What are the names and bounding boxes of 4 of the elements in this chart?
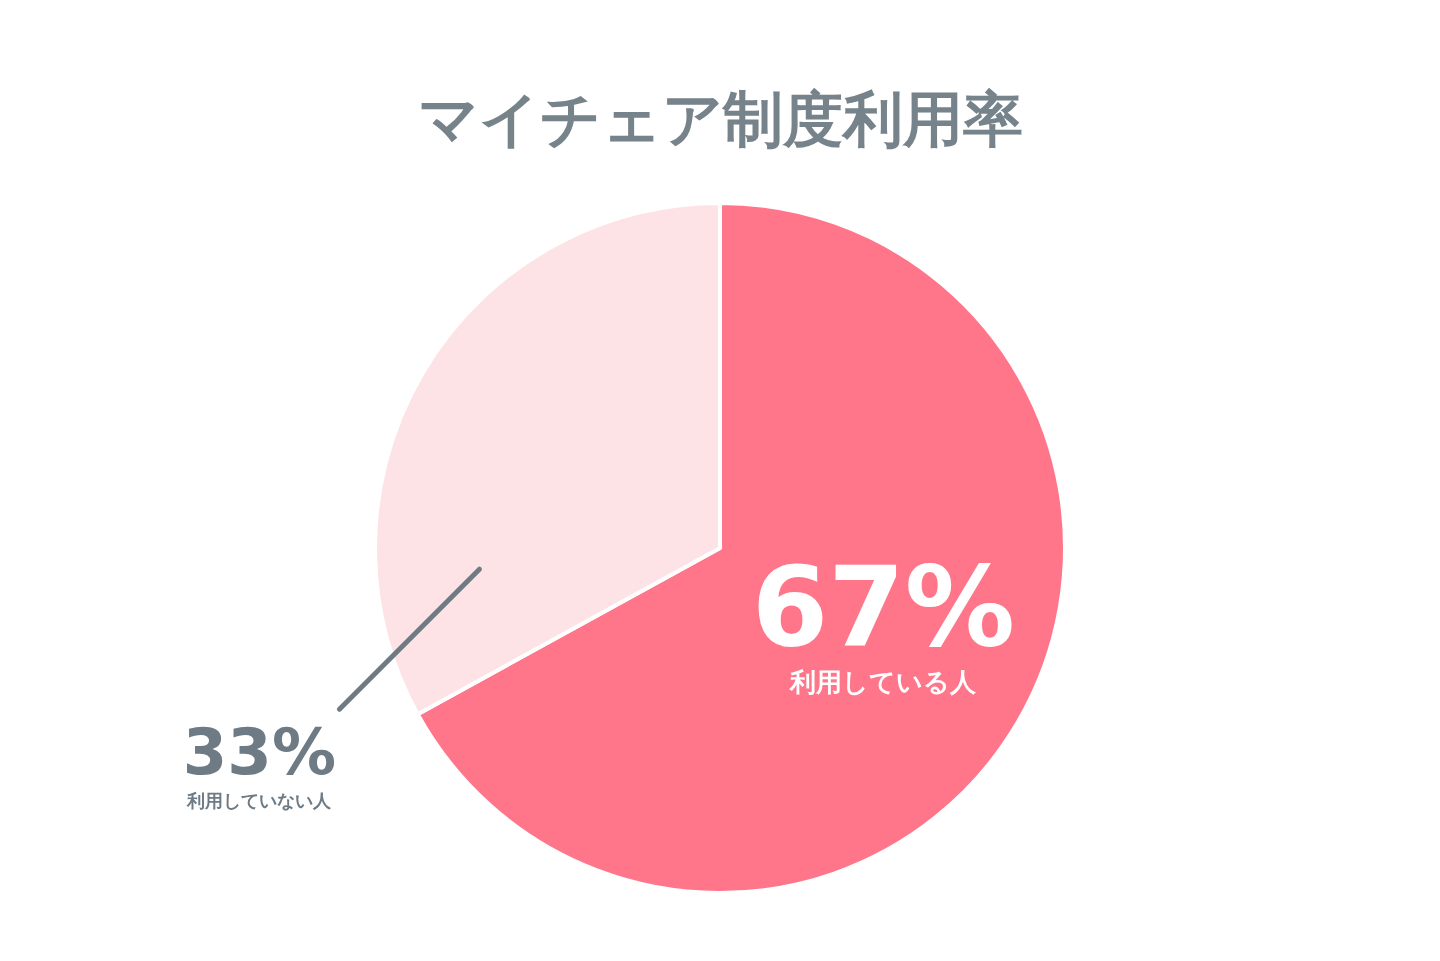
chart-title: マイチェア制度利用率	[417, 84, 1023, 154]
data-label: 33%	[182, 715, 337, 790]
slice-label: 利用していない人	[186, 789, 333, 811]
slice-label: 利用している人	[789, 667, 978, 698]
